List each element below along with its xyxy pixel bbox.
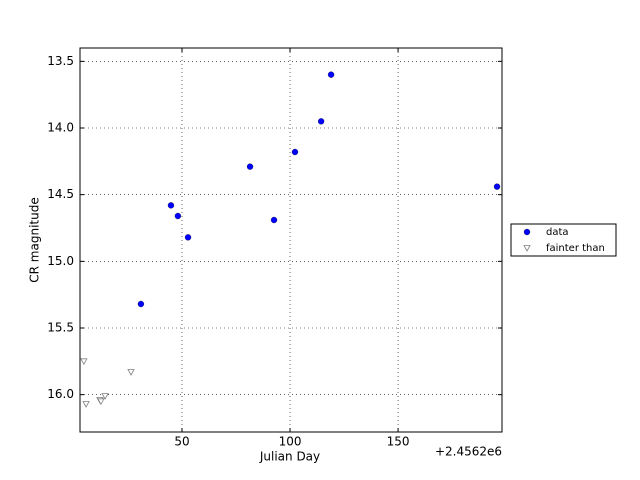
point (493, 183, 501, 190)
x-axis-label: Julian Day (259, 450, 320, 464)
y-tick-label: 13.5 (47, 54, 74, 68)
legend-label: data (546, 227, 569, 238)
x-tick-label: 150 (387, 435, 410, 449)
point (82, 401, 90, 408)
legend-marker (523, 228, 531, 236)
point (270, 216, 278, 224)
point (246, 163, 254, 170)
point (127, 369, 135, 376)
y-tick-label: 16.0 (47, 387, 74, 401)
point (291, 148, 299, 156)
point (137, 300, 145, 308)
point (317, 118, 325, 125)
point (184, 234, 192, 241)
point (101, 393, 109, 400)
point (167, 202, 175, 209)
y-tick-label: 15.0 (47, 254, 74, 268)
y-tick-label: 14.0 (47, 121, 74, 135)
x-tick-label: 100 (279, 435, 302, 449)
x-offset-label: +2.4562e6 (435, 445, 502, 459)
x-tick-label: 50 (174, 435, 189, 449)
point (80, 358, 88, 366)
plot-frame (79, 47, 503, 433)
point (174, 212, 182, 220)
y-tick-label: 14.5 (47, 187, 74, 201)
point (327, 71, 335, 78)
legend-label: fainter than (546, 243, 605, 254)
legend-marker (523, 245, 531, 252)
y-axis-label: CR magnitude (28, 197, 42, 282)
point (97, 398, 105, 406)
y-tick-label: 15.5 (47, 321, 74, 335)
